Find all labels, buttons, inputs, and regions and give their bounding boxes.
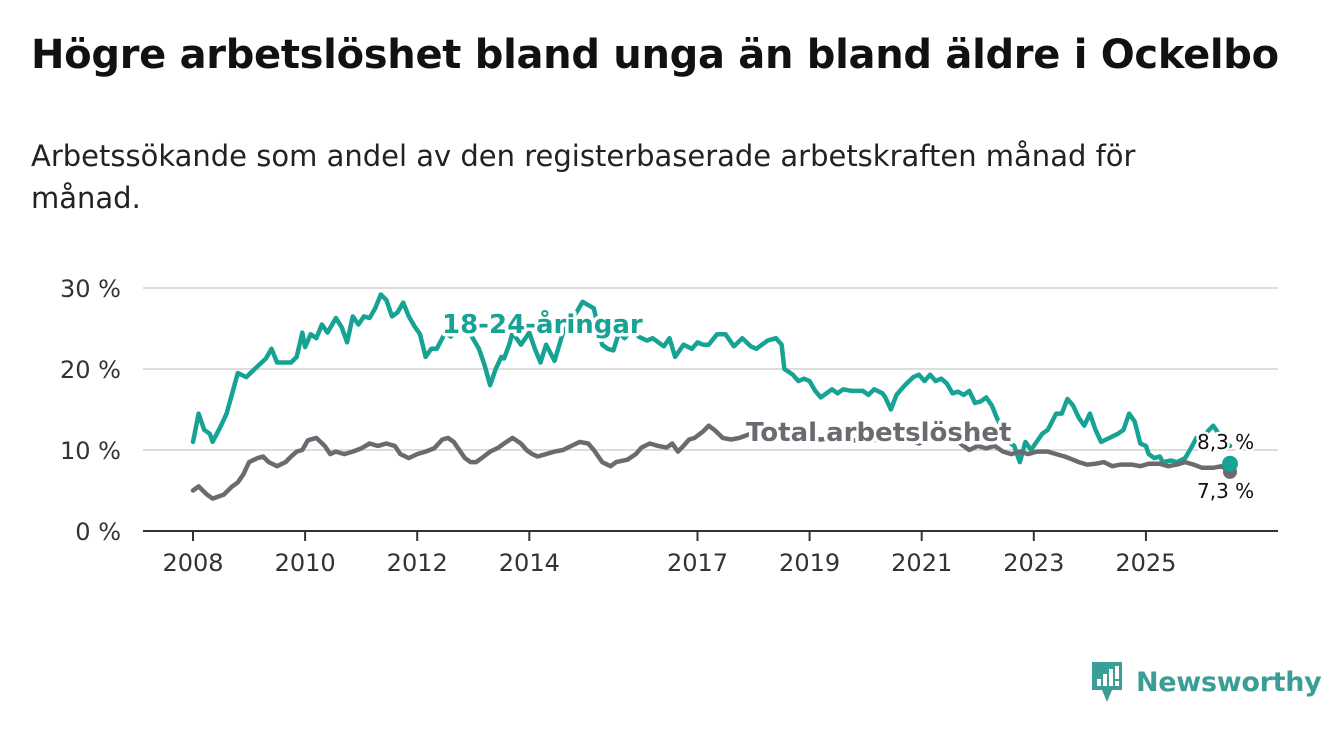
axes: 0 % 10 % 20 % 30 % 2008 2010 2012 2014 2017 2019 2… bbox=[60, 275, 1278, 577]
x-tick-label: 2014 bbox=[499, 549, 560, 577]
y-tick-label: 0 % bbox=[75, 518, 121, 546]
y-tick-label: 20 % bbox=[60, 356, 121, 384]
x-tick-label: 2012 bbox=[387, 549, 448, 577]
brand-logo: Newsworthy bbox=[1090, 660, 1322, 704]
x-tick-label: 2008 bbox=[162, 549, 223, 577]
chart-bars-exclamation-icon bbox=[1092, 662, 1122, 702]
labels: 18-24-åringar Total arbetslöshet 8,3 % 7,3 … bbox=[439, 305, 1257, 506]
end-point-marker bbox=[1222, 455, 1238, 472]
end-value-label: 8,3 % bbox=[1197, 430, 1254, 454]
x-tick-label: 2010 bbox=[275, 549, 336, 577]
y-tick-label: 30 % bbox=[60, 275, 121, 303]
y-tick-label: 10 % bbox=[60, 437, 121, 465]
gridlines bbox=[143, 287, 1278, 451]
line-chart: 0 % 10 % 20 % 30 % 2008 2010 2012 2014 2017 2019 2… bbox=[60, 275, 1278, 577]
x-tick-label: 2017 bbox=[667, 549, 728, 577]
x-tick-label: 2023 bbox=[1003, 549, 1064, 577]
brand-name: Newsworthy bbox=[1136, 666, 1322, 698]
series-label: Total arbetslöshet bbox=[746, 418, 1011, 448]
x-tick-label: 2021 bbox=[891, 549, 952, 577]
series-line bbox=[190, 292, 1233, 465]
chart-title: Högre arbetslöshet bland unga än bland ä… bbox=[31, 32, 1279, 78]
chart-subtitle: Arbetssökande som andel av den registerb… bbox=[31, 139, 1136, 215]
x-tick-label: 2019 bbox=[779, 549, 840, 577]
series bbox=[190, 292, 1238, 501]
series-label: 18-24-åringar bbox=[442, 308, 643, 340]
series-line bbox=[190, 423, 1233, 501]
x-tick-label: 2025 bbox=[1115, 549, 1176, 577]
end-value-label: 7,3 % bbox=[1197, 479, 1254, 503]
